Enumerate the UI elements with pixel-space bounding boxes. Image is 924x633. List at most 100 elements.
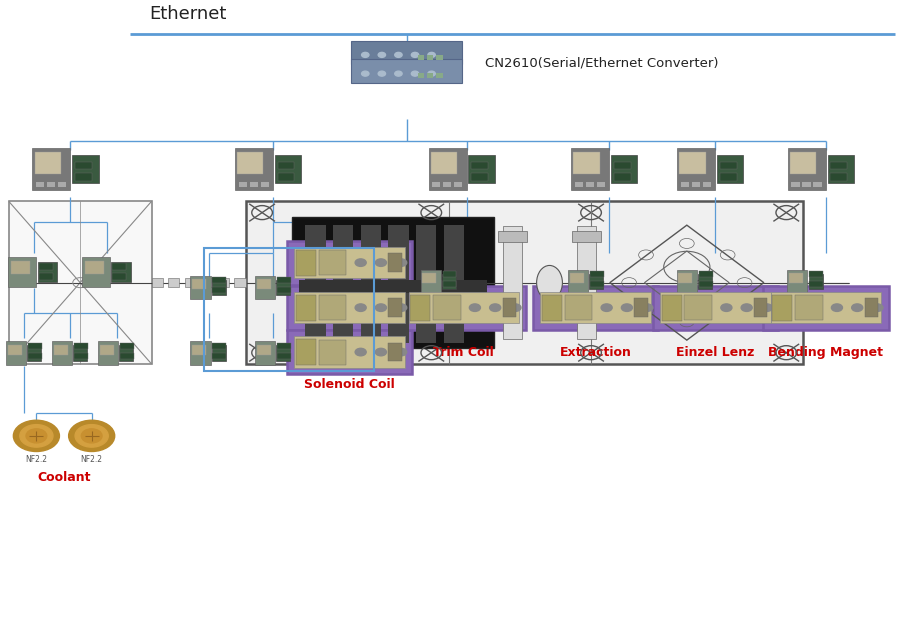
FancyBboxPatch shape [790, 153, 816, 173]
FancyBboxPatch shape [39, 263, 53, 270]
Circle shape [428, 53, 435, 58]
FancyBboxPatch shape [788, 147, 826, 190]
FancyBboxPatch shape [333, 288, 353, 343]
FancyBboxPatch shape [213, 343, 226, 349]
FancyBboxPatch shape [754, 298, 767, 317]
Circle shape [641, 304, 652, 311]
Circle shape [19, 425, 53, 447]
FancyBboxPatch shape [38, 261, 57, 282]
FancyBboxPatch shape [255, 341, 275, 365]
FancyBboxPatch shape [455, 182, 462, 187]
Circle shape [602, 304, 613, 311]
Circle shape [81, 429, 102, 443]
Circle shape [490, 304, 501, 311]
FancyBboxPatch shape [190, 341, 211, 365]
FancyBboxPatch shape [120, 343, 134, 349]
FancyBboxPatch shape [34, 153, 61, 173]
Circle shape [375, 348, 386, 356]
FancyBboxPatch shape [249, 182, 258, 187]
FancyBboxPatch shape [351, 41, 462, 65]
FancyBboxPatch shape [763, 285, 889, 330]
FancyBboxPatch shape [287, 241, 412, 284]
FancyBboxPatch shape [257, 344, 271, 354]
FancyBboxPatch shape [498, 231, 528, 242]
FancyBboxPatch shape [388, 225, 408, 280]
FancyBboxPatch shape [408, 292, 519, 323]
FancyBboxPatch shape [192, 279, 206, 289]
Circle shape [395, 304, 407, 311]
Text: NF2.2: NF2.2 [25, 455, 47, 464]
FancyBboxPatch shape [772, 294, 793, 321]
Circle shape [75, 425, 108, 447]
FancyBboxPatch shape [112, 261, 130, 282]
Circle shape [361, 53, 369, 58]
FancyBboxPatch shape [802, 182, 810, 187]
FancyBboxPatch shape [787, 270, 808, 292]
FancyBboxPatch shape [235, 279, 246, 287]
FancyBboxPatch shape [119, 346, 133, 361]
Circle shape [375, 304, 386, 311]
Circle shape [832, 304, 843, 311]
FancyBboxPatch shape [235, 147, 274, 190]
FancyBboxPatch shape [8, 256, 36, 287]
FancyBboxPatch shape [471, 162, 488, 169]
Circle shape [721, 304, 732, 311]
FancyBboxPatch shape [571, 147, 610, 190]
FancyBboxPatch shape [28, 343, 42, 349]
FancyBboxPatch shape [360, 288, 381, 343]
FancyBboxPatch shape [388, 288, 408, 343]
Circle shape [378, 71, 385, 76]
FancyBboxPatch shape [678, 273, 692, 283]
FancyBboxPatch shape [72, 154, 99, 183]
FancyBboxPatch shape [436, 54, 443, 60]
FancyBboxPatch shape [201, 279, 213, 287]
Circle shape [355, 304, 366, 311]
FancyBboxPatch shape [431, 153, 457, 173]
FancyBboxPatch shape [120, 353, 134, 359]
FancyBboxPatch shape [791, 182, 799, 187]
Circle shape [375, 259, 386, 266]
FancyBboxPatch shape [297, 294, 316, 321]
FancyBboxPatch shape [319, 295, 346, 320]
FancyBboxPatch shape [192, 344, 206, 354]
Text: CN2610(Serial/Ethernet Converter): CN2610(Serial/Ethernet Converter) [485, 56, 719, 69]
FancyBboxPatch shape [28, 346, 42, 361]
Circle shape [355, 259, 366, 266]
FancyBboxPatch shape [360, 225, 381, 280]
Circle shape [395, 53, 402, 58]
FancyBboxPatch shape [238, 182, 247, 187]
FancyBboxPatch shape [388, 342, 402, 361]
FancyBboxPatch shape [677, 147, 715, 190]
FancyBboxPatch shape [429, 147, 467, 190]
FancyBboxPatch shape [52, 341, 72, 365]
FancyBboxPatch shape [578, 227, 596, 339]
FancyBboxPatch shape [685, 295, 712, 320]
Circle shape [26, 429, 47, 443]
FancyBboxPatch shape [74, 343, 88, 349]
Text: Coolant: Coolant [37, 471, 91, 484]
FancyBboxPatch shape [504, 227, 522, 339]
Circle shape [395, 348, 407, 356]
FancyBboxPatch shape [679, 153, 706, 173]
FancyBboxPatch shape [255, 277, 275, 299]
FancyBboxPatch shape [74, 353, 88, 359]
Circle shape [411, 71, 419, 76]
FancyBboxPatch shape [75, 173, 91, 180]
FancyBboxPatch shape [813, 182, 821, 187]
Text: Ethernet: Ethernet [149, 5, 226, 23]
FancyBboxPatch shape [351, 60, 462, 83]
FancyBboxPatch shape [795, 295, 822, 320]
Circle shape [761, 304, 772, 311]
FancyBboxPatch shape [299, 280, 487, 293]
FancyBboxPatch shape [542, 294, 562, 321]
FancyBboxPatch shape [257, 279, 271, 289]
FancyBboxPatch shape [590, 271, 604, 277]
FancyBboxPatch shape [388, 253, 402, 272]
FancyBboxPatch shape [277, 277, 291, 283]
Circle shape [741, 304, 752, 311]
FancyBboxPatch shape [634, 298, 648, 317]
Circle shape [872, 304, 883, 311]
FancyBboxPatch shape [292, 217, 494, 348]
FancyBboxPatch shape [276, 346, 290, 361]
FancyBboxPatch shape [444, 182, 452, 187]
